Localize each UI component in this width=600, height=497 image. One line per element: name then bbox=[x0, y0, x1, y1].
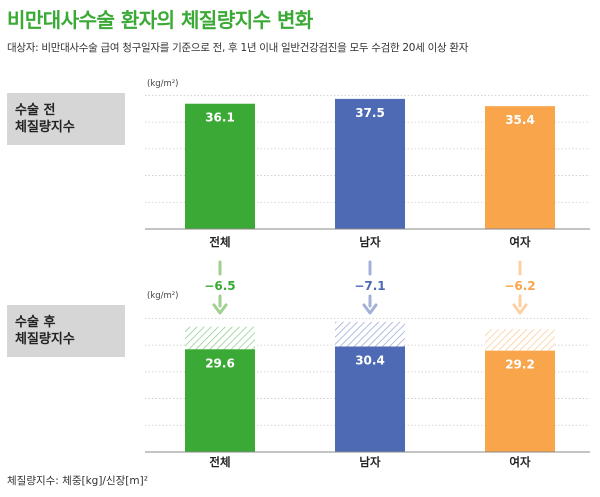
y-unit-label-after: (kg/m²) bbox=[147, 291, 179, 301]
category-label-after: 전체 bbox=[209, 455, 230, 469]
bar-before bbox=[485, 106, 555, 229]
panel-label-before: 수술 전 체질량지수 bbox=[7, 93, 125, 145]
change-arrow-head bbox=[212, 303, 228, 315]
value-label-after: 30.4 bbox=[355, 354, 385, 368]
category-label-after: 남자 bbox=[359, 455, 381, 469]
change-arrow-head bbox=[362, 303, 378, 315]
change-value-label: −6.2 bbox=[504, 279, 535, 293]
value-label-after: 29.6 bbox=[205, 356, 235, 370]
category-label-after: 여자 bbox=[509, 455, 531, 469]
value-label-before: 35.4 bbox=[505, 113, 535, 127]
panel-label-before-line2: 체질량지수 bbox=[15, 120, 75, 135]
bar-before bbox=[185, 103, 255, 229]
value-label-before: 36.1 bbox=[205, 111, 235, 125]
change-value-label: −7.1 bbox=[354, 279, 385, 293]
reference-bar-after bbox=[485, 329, 555, 351]
category-label-before: 여자 bbox=[509, 235, 531, 249]
bar-after bbox=[335, 346, 405, 452]
panel-label-after: 수술 후 체질량지수 bbox=[7, 305, 125, 357]
chart-subtitle: 대상자: 비만대사수술 급여 청구일자를 기준으로 전, 후 1년 이내 일반건… bbox=[7, 42, 469, 54]
change-value-label: −6.5 bbox=[204, 279, 235, 293]
footnote: 체질량지수: 체중[kg]/신장[m]² bbox=[7, 475, 148, 487]
bar-after bbox=[485, 350, 555, 452]
reference-bar-after bbox=[185, 326, 255, 350]
category-label-before: 남자 bbox=[359, 235, 381, 249]
change-arrow-head bbox=[512, 303, 528, 315]
chart-title: 비만대사수술 환자의 체질량지수 변화 bbox=[7, 8, 313, 32]
chart-before-surgery: (kg/m²) 36.1 전체 37.5 남자 35.4 여자 bbox=[145, 79, 590, 249]
panel-label-after-line1: 수술 후 bbox=[15, 315, 56, 330]
change-arrows: −6.5 −7.1 −6.2 bbox=[204, 260, 536, 315]
y-unit-label-before: (kg/m²) bbox=[147, 79, 179, 89]
panel-label-before-line1: 수술 전 bbox=[15, 103, 56, 118]
chart-after-surgery: (kg/m²) 29.6 전체 30.4 남자 29.2 여자 bbox=[145, 291, 590, 469]
bar-before bbox=[335, 98, 405, 229]
value-label-before: 37.5 bbox=[355, 106, 385, 120]
category-label-before: 전체 bbox=[209, 235, 230, 249]
reference-bar-after bbox=[335, 321, 405, 347]
value-label-after: 29.2 bbox=[505, 358, 535, 372]
panel-label-after-line2: 체질량지수 bbox=[15, 332, 75, 347]
bar-after bbox=[185, 349, 255, 452]
